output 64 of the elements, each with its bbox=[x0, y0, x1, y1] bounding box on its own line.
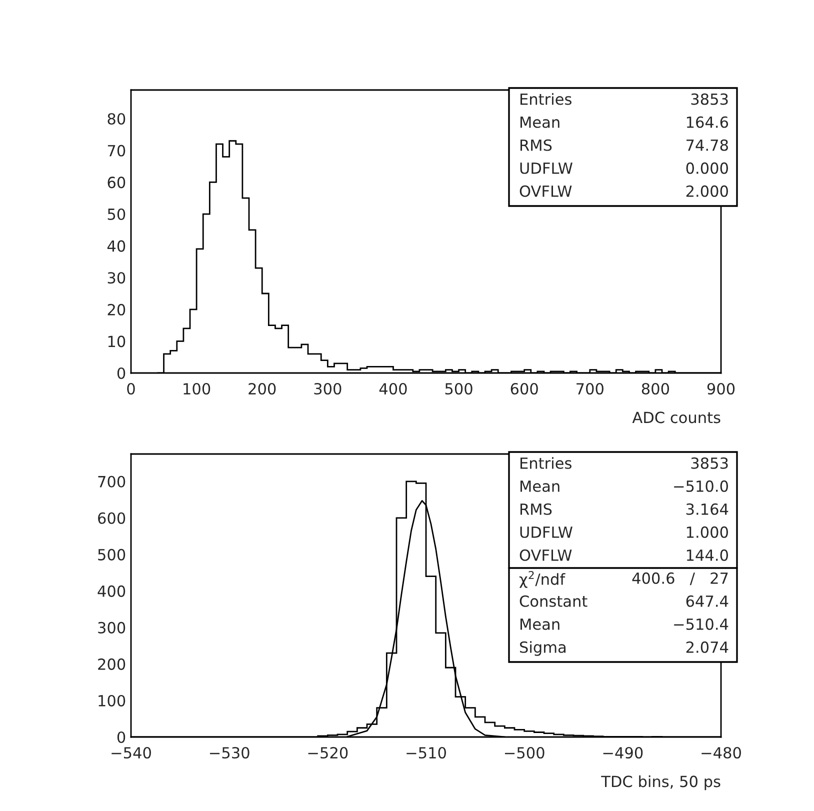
annotation: 144.0 bbox=[686, 549, 728, 561]
y-tick-label: 300 bbox=[98, 622, 126, 634]
annotation: 647.4 bbox=[686, 595, 728, 607]
x-tick-label: 800 bbox=[642, 382, 670, 395]
annotation: Constant bbox=[520, 595, 588, 607]
y-tick-label: 0 bbox=[117, 367, 126, 380]
y-tick-label: 500 bbox=[98, 548, 126, 560]
y-tick-label: 600 bbox=[98, 512, 126, 524]
annotation: 3853 bbox=[691, 93, 728, 105]
x-tick-label: −510 bbox=[406, 746, 446, 759]
x-tick-label: −490 bbox=[603, 746, 643, 759]
y-tick-label: 200 bbox=[98, 658, 126, 670]
y-tick-label: 50 bbox=[108, 208, 126, 220]
annotation: Entries bbox=[520, 457, 572, 469]
annotation: 74.78 bbox=[686, 139, 728, 151]
annotation: UDFLW bbox=[520, 526, 572, 538]
annotation: Sigma bbox=[520, 641, 566, 656]
x-tick-label: −500 bbox=[504, 746, 544, 759]
annotation: RMS bbox=[520, 139, 552, 151]
y-tick-label: 100 bbox=[98, 694, 126, 707]
y-tick-label: 30 bbox=[108, 272, 126, 284]
y-tick-label: 40 bbox=[107, 240, 126, 252]
x-tick-label: −540 bbox=[112, 746, 151, 759]
annotation: Mean bbox=[520, 116, 560, 128]
annotation: −510.0 bbox=[674, 480, 728, 492]
y-tick-label: 400 bbox=[98, 585, 126, 597]
annotation: OVFLW bbox=[520, 185, 572, 197]
x-axis-title: ADC counts bbox=[632, 412, 720, 424]
y-tick-label: 70 bbox=[108, 144, 126, 156]
x-tick-label: −520 bbox=[308, 746, 348, 759]
x-tick-label: −480 bbox=[702, 746, 741, 759]
annotation: Mean bbox=[520, 480, 560, 492]
x-tick-label: −530 bbox=[210, 746, 250, 759]
annotation: χ$^{2}$/ndf bbox=[519, 570, 566, 588]
y-tick-label: 80 bbox=[108, 113, 126, 125]
y-tick-label: 20 bbox=[108, 304, 126, 316]
annotation: Mean bbox=[520, 618, 560, 630]
annotation: UDFLW bbox=[520, 162, 572, 174]
x-axis-title: TDC bins, 50 ps bbox=[601, 775, 720, 790]
x-tick-label: 700 bbox=[576, 382, 604, 395]
y-tick-label: 700 bbox=[98, 476, 126, 488]
x-tick-label: 300 bbox=[314, 382, 342, 395]
x-tick-label: 900 bbox=[707, 382, 735, 395]
y-tick-label: 60 bbox=[108, 176, 126, 188]
x-tick-label: 0 bbox=[127, 382, 135, 395]
x-tick-label: 200 bbox=[248, 382, 276, 395]
annotation: 3853 bbox=[691, 457, 728, 469]
annotation: RMS bbox=[520, 503, 552, 515]
annotation: 2.074 bbox=[686, 641, 728, 653]
annotation: −510.4 bbox=[674, 618, 728, 630]
annotation: OVFLW bbox=[520, 549, 572, 561]
annotation: 164.6 bbox=[686, 116, 728, 128]
annotation: 0.000 bbox=[686, 162, 728, 174]
annotation: Entries bbox=[520, 93, 572, 105]
y-tick-label: 10 bbox=[108, 336, 126, 348]
x-tick-label: 500 bbox=[445, 382, 472, 395]
x-tick-label: 600 bbox=[510, 382, 538, 395]
annotation: 1.000 bbox=[686, 526, 728, 538]
annotation: 3.164 bbox=[686, 503, 728, 515]
x-tick-label: 400 bbox=[379, 382, 407, 395]
y-tick-label: 0 bbox=[117, 731, 126, 744]
x-tick-label: 100 bbox=[184, 382, 210, 395]
annotation: 400.6 / 27 bbox=[632, 572, 728, 586]
annotation: 2.000 bbox=[686, 185, 728, 197]
